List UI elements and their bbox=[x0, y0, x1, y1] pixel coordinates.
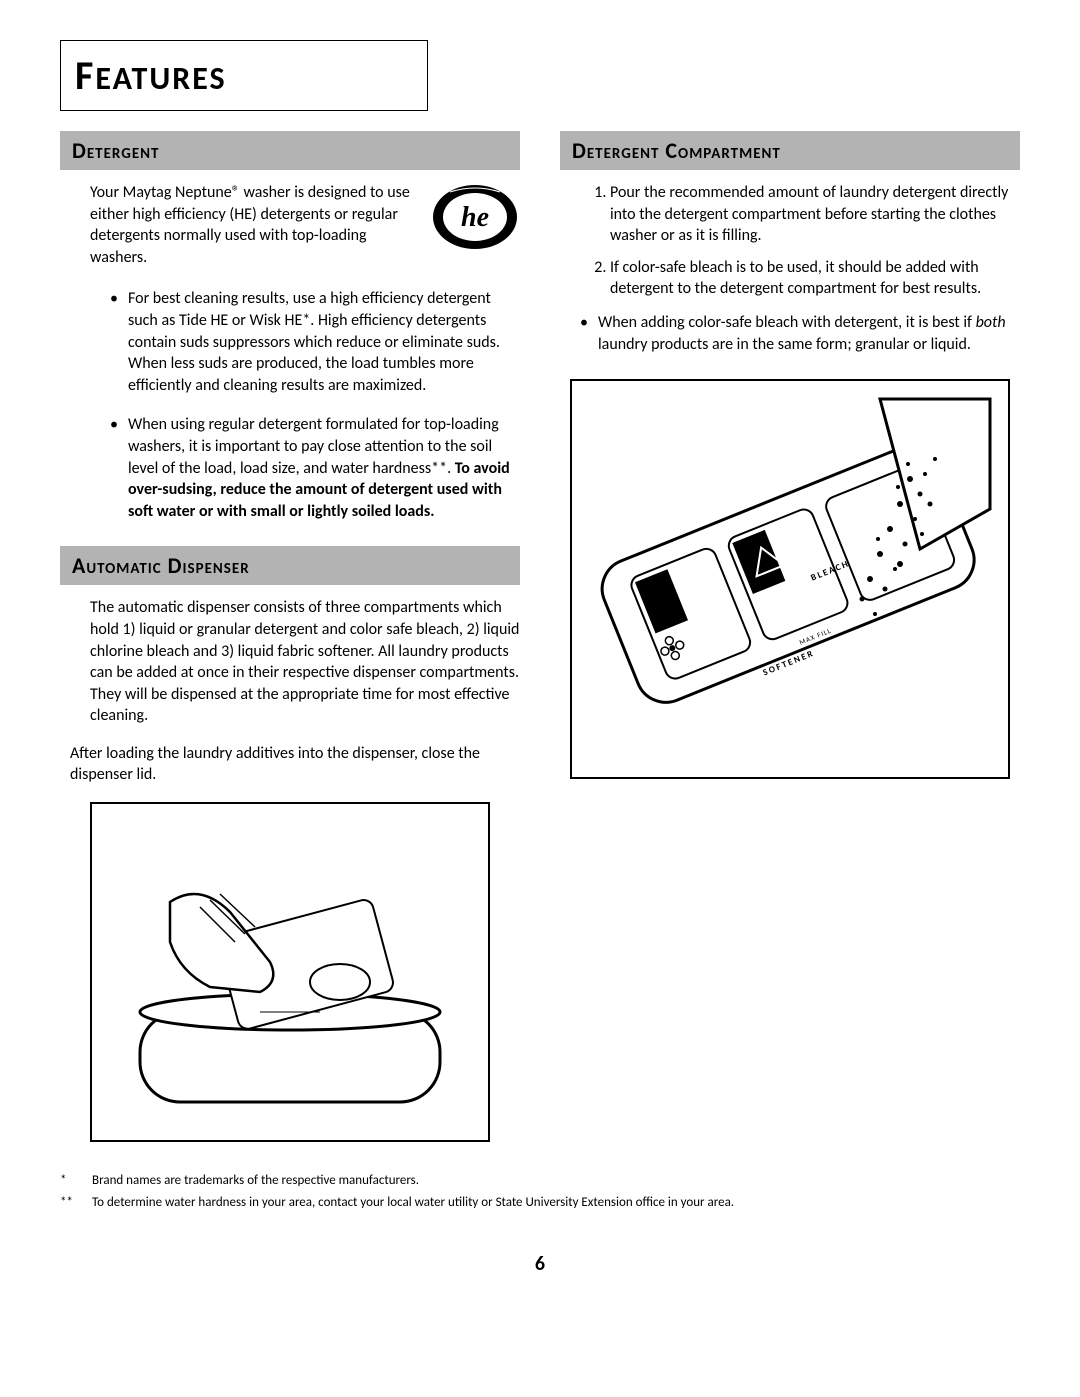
detergent-bullets: For best cleaning results, use a high ef… bbox=[60, 288, 520, 522]
compartment-step-2: If color-safe bleach is to be used, it s… bbox=[610, 257, 1020, 300]
page-title-rest: EATURES bbox=[95, 59, 226, 98]
detergent-bullet-2: When using regular detergent formulated … bbox=[110, 414, 520, 522]
detergent-intro-text: Your Maytag Neptune® washer is designed … bbox=[90, 182, 418, 268]
detergent-header: Detergent bbox=[60, 131, 520, 170]
detergent-intro-row: Your Maytag Neptune® washer is designed … bbox=[60, 182, 520, 268]
page-title-first-letter: F bbox=[75, 51, 95, 100]
footnote-1: * Brand names are trademarks of the resp… bbox=[60, 1172, 1020, 1190]
footnote-2: ** To determine water hardness in your a… bbox=[60, 1194, 1020, 1212]
auto-dispenser-p1: The automatic dispenser consists of thre… bbox=[60, 597, 520, 727]
footnote-1-text: Brand names are trademarks of the respec… bbox=[92, 1172, 419, 1190]
compartment-sub-bullets: When adding color-safe bleach with deter… bbox=[560, 312, 1020, 355]
pouring-detergent-figure: SOFTENER BLEACH MAX FILL bbox=[570, 379, 1010, 779]
page-number: 6 bbox=[60, 1252, 1020, 1276]
footnote-2-mark: ** bbox=[60, 1194, 84, 1212]
compartment-sub-1: When adding color-safe bleach with deter… bbox=[580, 312, 1020, 355]
page-title-box: FEATURES bbox=[60, 40, 428, 111]
dispenser-lid-figure bbox=[90, 802, 490, 1142]
right-column: Detergent Compartment Pour the recommend… bbox=[560, 131, 1020, 1162]
content-columns: Detergent Your Maytag Neptune® washer is… bbox=[60, 131, 1020, 1162]
automatic-dispenser-header: Automatic Dispenser bbox=[60, 546, 520, 585]
compartment-steps: Pour the recommended amount of laundry d… bbox=[560, 182, 1020, 300]
auto-dispenser-p2: After loading the laundry additives into… bbox=[60, 743, 520, 786]
footnotes: * Brand names are trademarks of the resp… bbox=[60, 1172, 1020, 1212]
detergent-bullet-1: For best cleaning results, use a high ef… bbox=[110, 288, 520, 396]
footnote-1-mark: * bbox=[60, 1172, 84, 1190]
footnote-2-text: To determine water hardness in your area… bbox=[92, 1194, 734, 1212]
compartment-sub-1-italic: both bbox=[976, 313, 1006, 332]
page-title: FEATURES bbox=[75, 51, 227, 100]
compartment-step-1: Pour the recommended amount of laundry d… bbox=[610, 182, 1020, 247]
left-column: Detergent Your Maytag Neptune® washer is… bbox=[60, 131, 520, 1162]
he-logo-icon: he bbox=[430, 182, 520, 252]
detergent-compartment-header: Detergent Compartment bbox=[560, 131, 1020, 170]
svg-text:he: he bbox=[461, 202, 489, 233]
